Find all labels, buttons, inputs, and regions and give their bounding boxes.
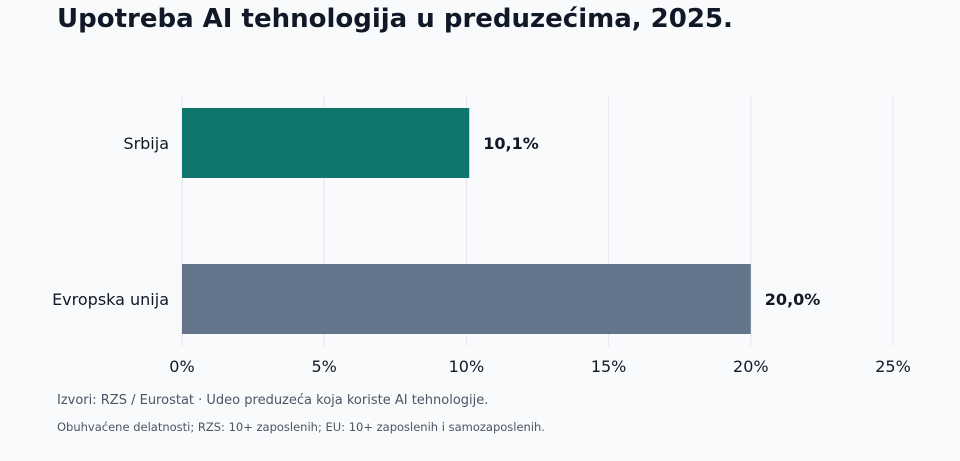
- chart-title: Upotreba AI tehnologija u preduzećima, 2…: [57, 4, 733, 34]
- value-label: 10,1%: [483, 134, 539, 153]
- category-label: Evropska unija: [52, 290, 169, 309]
- bar-chart: Srbija Evropska unija 10,1% 20,0% 0% 5% 10% 1…: [52, 96, 911, 376]
- value-label: 20,0%: [765, 290, 821, 309]
- bars: [182, 108, 751, 334]
- x-tick-label: 15%: [591, 357, 627, 376]
- source-note: Izvori: RZS / Eurostat · Udeo preduzeća …: [57, 393, 489, 408]
- x-tick-label: 20%: [733, 357, 769, 376]
- bar: [182, 264, 751, 334]
- category-labels: Srbija Evropska unija: [52, 134, 169, 309]
- x-tick-label: 5%: [312, 357, 337, 376]
- bar: [182, 108, 470, 178]
- x-tick-labels: 0% 5% 10% 15% 20% 25%: [169, 357, 910, 376]
- x-tick-label: 25%: [875, 357, 911, 376]
- category-label: Srbija: [123, 134, 169, 153]
- x-tick-label: 10%: [449, 357, 485, 376]
- x-tick-label: 0%: [169, 357, 194, 376]
- value-labels: 10,1% 20,0%: [483, 134, 820, 309]
- coverage-note: Obuhvaćene delatnosti; RZS: 10+ zaposlen…: [57, 420, 545, 434]
